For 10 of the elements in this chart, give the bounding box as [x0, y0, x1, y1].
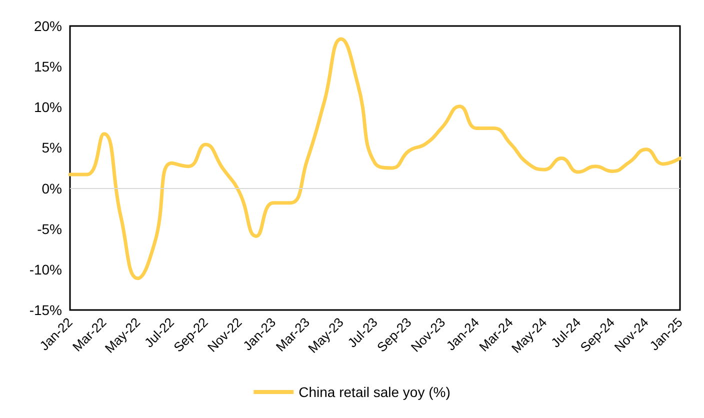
y-tick-label: 15% [34, 58, 62, 75]
y-tick-label: 0% [42, 180, 62, 196]
y-tick-label: 20% [34, 18, 62, 34]
legend-label: China retail sale yoy (%) [298, 384, 450, 400]
y-tick-label: -5% [37, 220, 62, 237]
line-series [68, 37, 682, 280]
y-tick-label: -15% [29, 302, 62, 318]
y-tick-label: -10% [29, 261, 62, 278]
y-tick-label: 5% [42, 140, 62, 156]
y-tick-label: 10% [34, 99, 62, 116]
